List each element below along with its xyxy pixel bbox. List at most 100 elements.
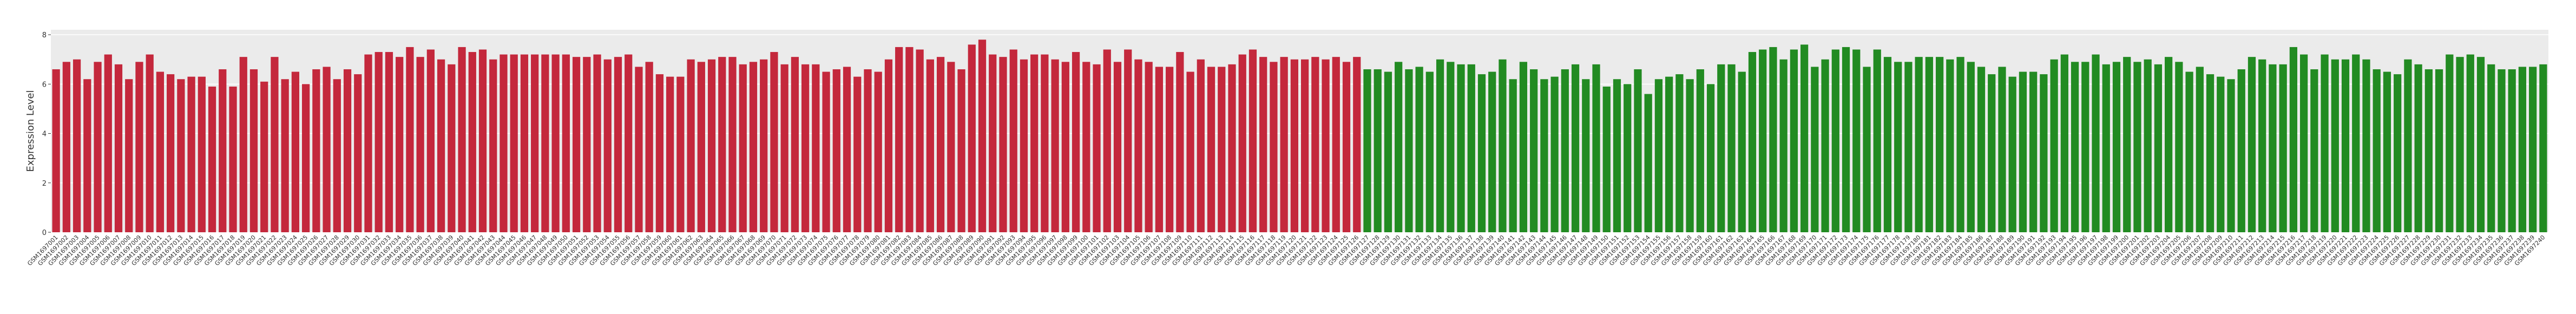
bar — [2289, 47, 2297, 233]
bar — [271, 57, 279, 233]
bar — [739, 64, 747, 232]
bar — [364, 54, 372, 233]
bar — [1384, 71, 1392, 232]
bar — [2029, 71, 2038, 232]
bar — [323, 67, 331, 232]
bar — [2446, 54, 2454, 233]
bar — [2435, 69, 2443, 232]
bar — [760, 59, 768, 233]
bar — [1300, 59, 1309, 233]
bar — [2165, 57, 2173, 233]
bar — [1270, 62, 1278, 232]
bar — [208, 86, 216, 232]
bar — [458, 47, 466, 233]
y-tick-label: 6 — [42, 81, 47, 89]
y-tick-label: 0 — [42, 229, 47, 237]
bar — [1915, 57, 1923, 233]
bar — [2196, 67, 2204, 232]
bar — [2279, 64, 2287, 232]
bar — [1467, 64, 1475, 232]
bar — [791, 57, 799, 233]
bar — [2498, 69, 2506, 232]
bar — [1072, 52, 1080, 233]
bar — [1696, 69, 1704, 232]
bar — [1977, 67, 1986, 232]
bar — [1624, 84, 1632, 232]
bar — [926, 59, 934, 233]
bar — [156, 71, 165, 232]
bar — [780, 64, 788, 232]
bar — [1779, 59, 1788, 233]
bar — [1363, 69, 1371, 232]
bar — [968, 44, 976, 233]
bar — [1956, 57, 1964, 233]
bar — [104, 54, 112, 233]
bar — [2487, 64, 2495, 232]
bar — [1477, 74, 1486, 232]
bar — [2154, 64, 2163, 232]
bar — [1571, 64, 1580, 232]
bar — [281, 79, 289, 232]
bar — [2341, 59, 2350, 233]
bar — [2352, 54, 2360, 233]
bar — [666, 76, 674, 232]
bar — [1800, 44, 1809, 233]
bar — [2539, 64, 2547, 232]
bar — [385, 52, 393, 233]
bar — [426, 49, 435, 233]
bar — [916, 49, 924, 233]
bar — [354, 74, 362, 232]
bar — [1665, 76, 1673, 232]
bar — [229, 86, 237, 232]
bar — [1550, 76, 1559, 232]
bar — [1592, 64, 1600, 232]
bar — [2123, 57, 2131, 233]
bar — [468, 52, 476, 233]
bar — [1447, 62, 1455, 232]
bar — [312, 69, 320, 232]
bar — [1644, 94, 1652, 232]
bar — [801, 64, 810, 232]
bar — [2383, 71, 2391, 232]
bar — [260, 81, 268, 232]
bar — [1727, 64, 1736, 232]
bar — [2040, 74, 2048, 232]
bar — [2206, 74, 2214, 232]
bar — [374, 52, 383, 233]
bar — [2217, 76, 2225, 232]
bar — [2237, 69, 2245, 232]
bar — [936, 57, 945, 233]
bar — [812, 64, 820, 232]
bar — [437, 59, 445, 233]
bar — [2102, 64, 2110, 232]
bar — [448, 64, 456, 232]
bar — [718, 57, 726, 233]
bar — [135, 62, 143, 232]
bar — [62, 62, 70, 232]
bar — [1248, 49, 1257, 233]
panel — [51, 30, 2548, 232]
bar — [1207, 67, 1215, 232]
bar — [2529, 67, 2537, 232]
bar — [1488, 71, 1496, 232]
bar — [2133, 62, 2141, 232]
bar — [1457, 64, 1465, 232]
bar — [989, 54, 997, 233]
bar — [1831, 49, 1839, 233]
bar — [562, 54, 570, 233]
bar — [2518, 67, 2527, 232]
bar — [2269, 64, 2277, 232]
bar — [1093, 64, 1101, 232]
bar — [905, 47, 914, 233]
bar — [1353, 57, 1361, 233]
bar — [614, 57, 622, 233]
bar — [146, 54, 154, 233]
bar — [301, 84, 310, 232]
bar — [2112, 62, 2121, 232]
bar — [1613, 79, 1621, 232]
bar — [1540, 79, 1548, 232]
bar — [832, 69, 840, 232]
bar — [1218, 67, 1226, 232]
bar — [2424, 69, 2433, 232]
bar — [167, 74, 175, 232]
